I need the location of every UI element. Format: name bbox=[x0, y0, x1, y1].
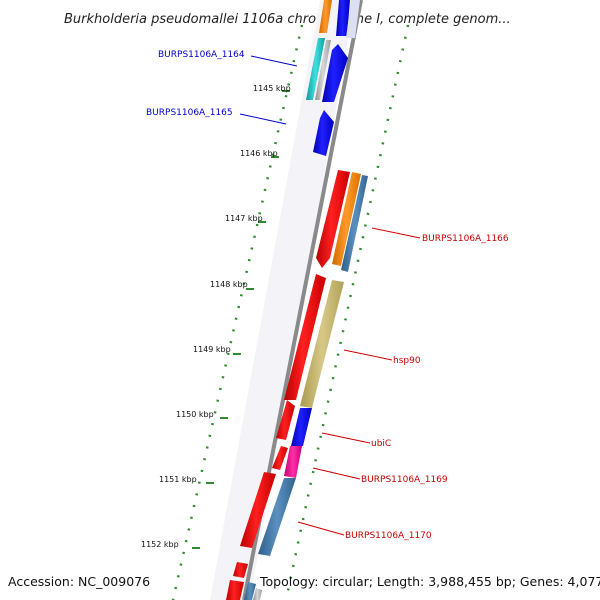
gene-burps1106a-1165[interactable] bbox=[313, 110, 334, 156]
gene-label-burps1106a-1165[interactable]: BURPS1106A_1165 bbox=[146, 108, 233, 118]
gene-burps1106a-1166[interactable] bbox=[316, 170, 350, 268]
gene-feature[interactable] bbox=[306, 38, 325, 100]
gene-label-ubiC[interactable]: ubiC bbox=[371, 439, 391, 449]
kbp-label: 1150 kbp bbox=[176, 410, 214, 419]
kbp-label: 1149 kbp bbox=[193, 345, 231, 354]
gene-ubiC[interactable] bbox=[291, 408, 312, 446]
gene-feature[interactable] bbox=[226, 580, 244, 600]
map-title: Burkholderia pseudomallei 1106a chromoso… bbox=[64, 12, 511, 27]
kbp-label: 1148 kbp bbox=[210, 280, 248, 289]
gene-labels: BURPS1106A_1164 BURPS1106A_1165 BURPS110… bbox=[146, 50, 509, 541]
gene-label-burps1106a-1170[interactable]: BURPS1106A_1170 bbox=[345, 531, 432, 541]
gene-hsp90[interactable] bbox=[284, 274, 326, 400]
gene-feature[interactable] bbox=[233, 562, 248, 578]
kbp-label: 1147 kbp bbox=[225, 214, 263, 223]
kbp-ticks bbox=[192, 90, 290, 549]
track-feature[interactable] bbox=[300, 280, 344, 408]
outer-tick-dots bbox=[284, 24, 410, 600]
topology-text: Topology: circular; Length: 3,988,455 bp… bbox=[259, 574, 600, 589]
kbp-label: 1146 kbp bbox=[240, 149, 278, 158]
track-feature[interactable] bbox=[258, 478, 296, 556]
gene-feature[interactable] bbox=[276, 400, 295, 440]
gene-feature[interactable] bbox=[319, 0, 332, 33]
kbp-label: 1145 kbp bbox=[253, 84, 291, 93]
track-feature[interactable] bbox=[244, 582, 256, 600]
gene-label-burps1106a-1169[interactable]: BURPS1106A_1169 bbox=[361, 475, 448, 485]
track-feature[interactable] bbox=[341, 175, 368, 272]
gene-feature[interactable] bbox=[272, 446, 288, 470]
gene-label-burps1106a-1164[interactable]: BURPS1106A_1164 bbox=[158, 50, 245, 60]
kbp-label: 1151 kbp bbox=[159, 475, 197, 484]
gene-feature[interactable] bbox=[336, 0, 350, 36]
track-feature[interactable] bbox=[332, 172, 361, 266]
gene-feature[interactable] bbox=[346, 0, 360, 38]
gene-burps1106a-1164[interactable] bbox=[322, 44, 348, 102]
gene-label-burps1106a-1166[interactable]: BURPS1106A_1166 bbox=[422, 234, 509, 244]
accession-text: Accession: NC_009076 bbox=[8, 574, 150, 589]
gene-burps1106a-1170[interactable] bbox=[240, 472, 276, 548]
label-leaders bbox=[239, 55, 421, 536]
gene-label-hsp90[interactable]: hsp90 bbox=[393, 356, 421, 366]
gene-burps1106a-1169[interactable] bbox=[284, 446, 302, 478]
kbp-labels: 1145 kbp 1146 kbp 1147 kbp 1148 kbp 1149… bbox=[141, 84, 291, 549]
gene-feature[interactable] bbox=[315, 40, 331, 100]
kbp-label: 1152 kbp bbox=[141, 540, 179, 549]
track-feature[interactable] bbox=[253, 588, 262, 600]
